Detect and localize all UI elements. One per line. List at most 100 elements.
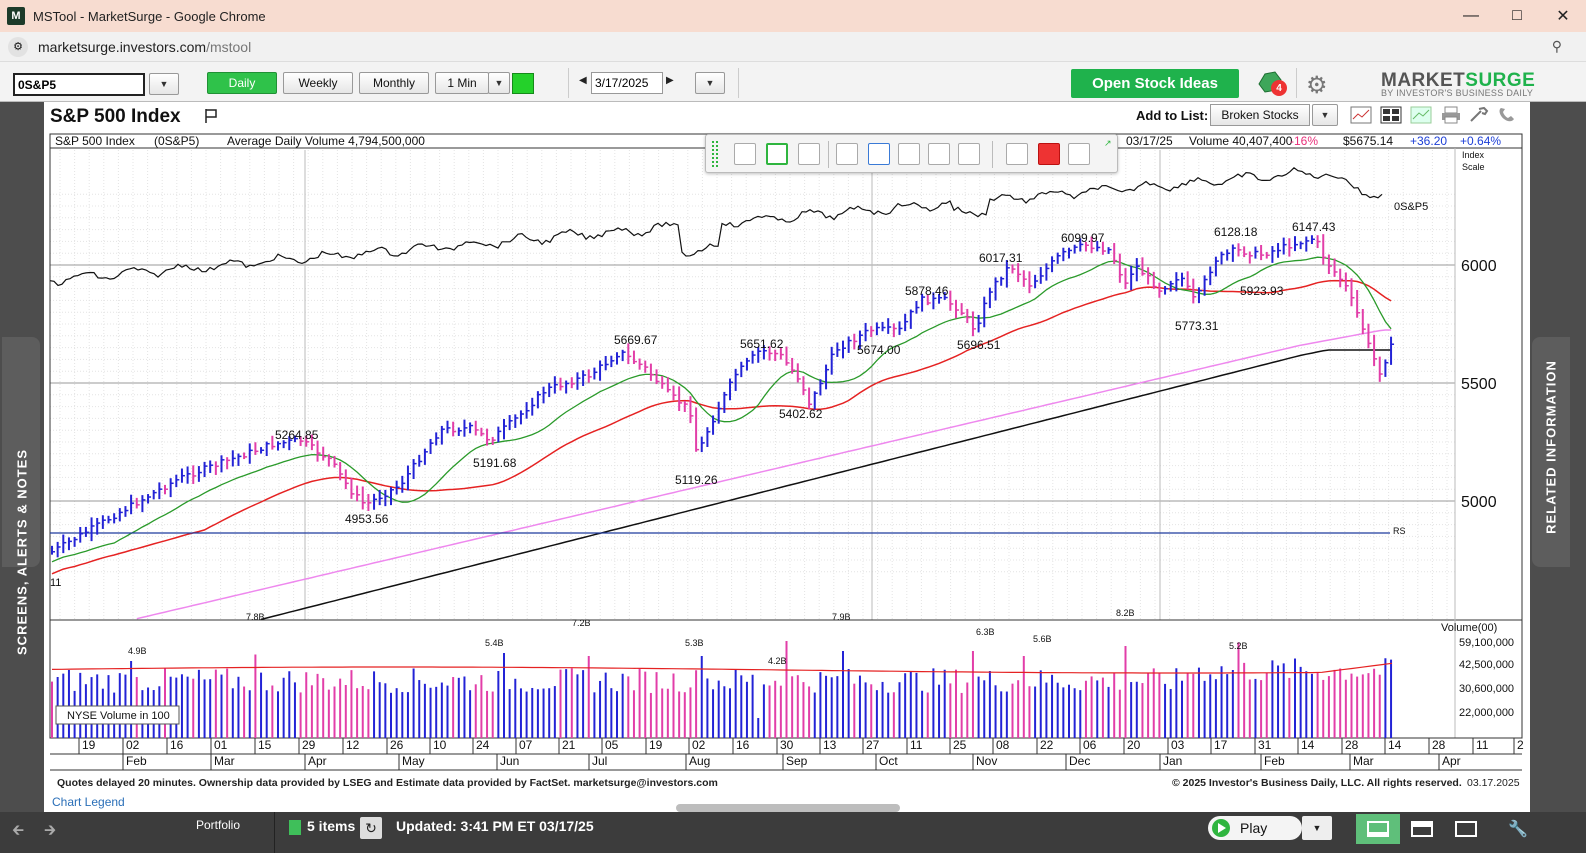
drag-handle[interactable] — [712, 141, 718, 167]
flag-icon[interactable] — [204, 108, 218, 124]
wrench-icon[interactable]: 🔧 — [1508, 821, 1528, 838]
trash-icon[interactable] — [1068, 143, 1090, 165]
symbol-input[interactable] — [13, 73, 145, 96]
print-icon[interactable] — [1440, 106, 1462, 124]
phone-icon[interactable] — [1496, 106, 1518, 124]
layout-split-icon[interactable] — [1400, 814, 1444, 844]
close-icon[interactable]: ✕ — [1556, 8, 1570, 25]
layout-full-icon[interactable] — [1444, 814, 1488, 844]
date-back-icon[interactable]: ◀ — [579, 75, 587, 86]
month-label: Apr — [1442, 754, 1461, 768]
day-label: 22 — [1040, 738, 1054, 752]
date-dropdown-button[interactable]: ▼ — [695, 72, 725, 94]
portfolio-tab[interactable]: Portfolio — [196, 818, 241, 832]
price-annotation-low: 5119.26 — [675, 473, 718, 487]
date-input[interactable] — [591, 72, 663, 94]
rectangle-tool-icon[interactable] — [868, 143, 890, 165]
day-label: 20 — [1127, 738, 1141, 752]
url-text[interactable]: marketsurge.investors.com/mstool — [38, 39, 251, 55]
forward-arrow-icon[interactable]: 🡲 — [44, 822, 57, 839]
url-path: /mstool — [206, 38, 252, 55]
day-label: 28 — [1432, 738, 1446, 752]
screens-alerts-notes-tab[interactable] — [2, 337, 40, 567]
chart-legend-link[interactable]: Chart Legend — [52, 795, 125, 809]
list-tool-icon[interactable] — [798, 143, 820, 165]
info-volume-pct: -16% — [1290, 134, 1319, 148]
minimize-icon[interactable]: — — [1463, 7, 1479, 24]
compare-chart-icon[interactable] — [1410, 106, 1432, 124]
add-to-list-label: Add to List: — [1136, 108, 1209, 123]
date-forward-icon[interactable]: ▶ — [666, 75, 674, 86]
index-scale-label: Scale — [1462, 162, 1485, 172]
period-weekly-button[interactable]: Weekly — [283, 72, 353, 94]
intraday-dropdown-button[interactable]: ▼ — [488, 72, 510, 94]
volume-annotation: 5.4B — [485, 638, 504, 648]
crosshair-tool-icon[interactable] — [734, 143, 756, 165]
open-stock-ideas-button[interactable]: Open Stock Ideas — [1071, 69, 1239, 98]
play-button[interactable]: Play — [1208, 816, 1302, 840]
color-picker-icon[interactable] — [1038, 143, 1060, 165]
day-label: 17 — [1214, 738, 1228, 752]
day-label: 16 — [736, 738, 750, 752]
back-arrow-icon[interactable]: 🡰 — [12, 822, 25, 839]
screens-alerts-notes-panel: SCREENS, ALERTS & NOTES — [0, 102, 44, 812]
index-scale-label: Index — [1462, 150, 1485, 160]
live-status-indicator[interactable] — [512, 73, 534, 94]
related-information-tab[interactable] — [1532, 337, 1570, 567]
pen-tool-icon[interactable] — [958, 143, 980, 165]
layout-grid-icon[interactable] — [1380, 106, 1402, 124]
site-settings-icon[interactable]: ⚙ — [8, 36, 28, 57]
day-label: 02 — [126, 738, 140, 752]
volume-tick-label: 42,500,000 — [1459, 659, 1514, 671]
price-annotation-high: 5651.62 — [740, 337, 784, 351]
play-label: Play — [1240, 820, 1268, 836]
info-date: 03/17/25 — [1126, 134, 1173, 148]
refresh-icon[interactable]: ↻ — [360, 817, 382, 839]
price-annotation-low: 5923.93 — [1240, 284, 1284, 298]
marketsurge-logo: MARKETSURGE — [1381, 70, 1535, 92]
paint-bucket-icon[interactable] — [836, 143, 858, 165]
line-weight-icon[interactable] — [1006, 143, 1028, 165]
play-dropdown-button[interactable]: ▼ — [1302, 816, 1332, 840]
horizontal-scrollbar[interactable] — [676, 804, 900, 812]
partial-annotation: 11 — [50, 577, 61, 589]
day-label: 14 — [1301, 738, 1315, 752]
tools-icon[interactable] — [1468, 106, 1490, 124]
rs-line-label: 0S&P5 — [1394, 201, 1428, 213]
price-annotation-high: 6147.43 — [1292, 220, 1336, 234]
chart-type-icon[interactable] — [1350, 106, 1372, 124]
info-price: $5675.14 — [1343, 134, 1394, 148]
symbol-dropdown-button[interactable]: ▼ — [149, 73, 179, 95]
volume-bars — [51, 641, 1393, 738]
period-daily-button[interactable]: Daily — [207, 72, 277, 94]
divider — [828, 141, 829, 168]
chart-grid — [50, 150, 1455, 620]
address-bar[interactable]: ⚙ marketsurge.investors.com/mstool ⚲ — [0, 32, 1586, 62]
layout-single-icon[interactable] — [1356, 814, 1400, 844]
volume-axis-title: Volume(00) — [1441, 622, 1497, 634]
day-label: 03 — [1171, 738, 1185, 752]
price-annotation-high: 6017.31 — [979, 251, 1023, 265]
volume-tick-label: 59,100,000 — [1459, 637, 1514, 649]
items-count: 5 items — [307, 818, 356, 834]
divider — [738, 68, 739, 98]
day-label: 13 — [823, 738, 837, 752]
zoom-icon[interactable]: ⚲ — [1551, 38, 1562, 54]
period-monthly-button[interactable]: Monthly — [359, 72, 429, 94]
collapse-icon[interactable]: ↗ — [1104, 138, 1112, 148]
divider — [1296, 68, 1297, 98]
add-to-list-dropdown[interactable]: ▼ — [1312, 104, 1338, 126]
settings-gear-icon[interactable]: ⚙ — [1306, 72, 1328, 99]
add-to-list-select[interactable]: Broken Stocks — [1210, 104, 1310, 126]
status-bar: 🡰 🡲 Portfolio 5 items ↻ Updated: 3:41 PM… — [0, 812, 1586, 853]
price-annotation-low: 4953.56 — [345, 512, 389, 526]
hide-annotations-icon[interactable] — [766, 143, 788, 165]
line-tool-icon[interactable] — [928, 143, 950, 165]
day-label: 01 — [214, 738, 228, 752]
maximize-icon[interactable]: □ — [1512, 7, 1522, 24]
day-label: 2 — [1517, 738, 1524, 752]
day-label: 26 — [390, 738, 404, 752]
text-tool-icon[interactable] — [898, 143, 920, 165]
month-label: Sep — [786, 754, 808, 768]
